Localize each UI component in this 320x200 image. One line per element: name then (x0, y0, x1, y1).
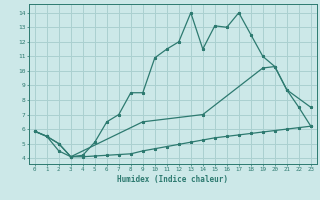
X-axis label: Humidex (Indice chaleur): Humidex (Indice chaleur) (117, 175, 228, 184)
